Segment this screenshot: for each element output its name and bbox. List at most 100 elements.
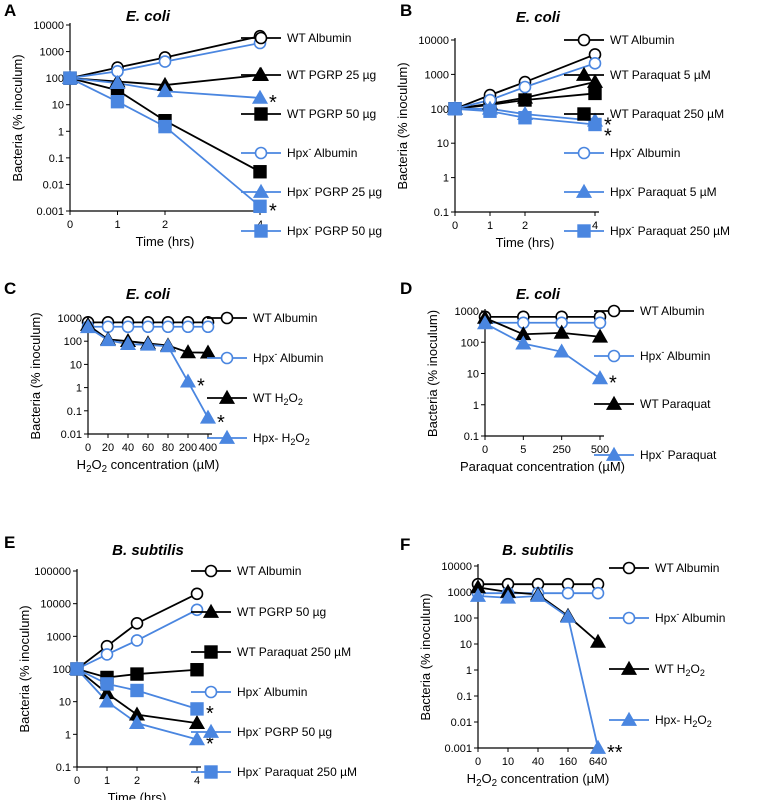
legend-marker bbox=[220, 351, 234, 365]
data-point-wt-paraquat-5-m bbox=[586, 73, 604, 88]
legend-marker bbox=[254, 146, 268, 160]
significance-marker: * bbox=[604, 125, 612, 147]
panel-f: F B. subtilis 0.001 0.01 0.1 1 10 100 1000 10000 0… bbox=[400, 535, 725, 789]
legend-marker bbox=[577, 33, 591, 47]
data-point-hpx-pgrp-50-g bbox=[110, 94, 125, 109]
x-tick-label: 250 bbox=[552, 444, 570, 456]
legend-label-hpx-h2o2: Hpx- H2O2 bbox=[253, 431, 310, 447]
x-tick-label: 4 bbox=[194, 775, 200, 787]
x-tick-label: 2 bbox=[134, 775, 140, 787]
series-line-hpx-albumin bbox=[76, 608, 198, 670]
legend-label-hpx-paraquat-250-m: Hpx- Paraquat 250 µM bbox=[237, 763, 357, 779]
y-tick-label: 0.1 bbox=[464, 431, 479, 443]
y-tick-label: 10 bbox=[70, 359, 82, 371]
data-point-hpx-h2o2 bbox=[469, 587, 487, 602]
data-point-wt-albumin bbox=[130, 617, 144, 630]
series-line-wt-albumin bbox=[69, 35, 261, 80]
legend-label-wt-albumin: WT Albumin bbox=[237, 564, 301, 578]
significance-marker: * bbox=[269, 92, 277, 114]
legend-label-hpx-albumin: Hpx- Albumin bbox=[610, 144, 680, 160]
legend-label-wt-pgrp-25-g: WT PGRP 25 µg bbox=[287, 68, 376, 82]
panel-letter: A bbox=[4, 1, 16, 20]
data-point-hpx-albumin bbox=[561, 586, 575, 600]
series-line-hpx-paraquat-250-m bbox=[76, 668, 198, 710]
y-tick-label: 1000 bbox=[448, 587, 472, 599]
x-tick-label: 60 bbox=[142, 442, 154, 454]
significance-marker: * bbox=[217, 412, 225, 434]
x-tick-label: 640 bbox=[589, 756, 607, 768]
y-tick-label: 100000 bbox=[34, 566, 71, 578]
data-point-hpx-h2o2 bbox=[179, 373, 197, 388]
x-tick-label: 200 bbox=[179, 442, 197, 454]
legend-marker bbox=[575, 66, 593, 81]
series-line-hpx-pgrp-25-g bbox=[69, 77, 261, 99]
data-point-hpx-pgrp-50-g bbox=[188, 731, 206, 746]
data-point-hpx-paraquat-250-m bbox=[70, 662, 84, 676]
panel-e: E B. subtilis 0.1 1 10 100 1000 10000 100000 0 1 2 4… bbox=[4, 533, 357, 800]
x-tick-label: 0 bbox=[67, 219, 73, 231]
significance-marker: * bbox=[604, 115, 612, 137]
y-axis-label: Bacteria (% inoculum) bbox=[10, 54, 25, 181]
legend-label-hpx-albumin: Hpx- Albumin bbox=[237, 683, 307, 699]
panel-title: E. coli bbox=[126, 8, 171, 25]
data-point-hpx-albumin bbox=[591, 586, 605, 600]
legend-marker bbox=[202, 723, 220, 738]
x-tick-label: 20 bbox=[102, 442, 114, 454]
y-tick-label: 0.1 bbox=[49, 153, 64, 165]
y-tick-label: 0.01 bbox=[61, 429, 82, 441]
legend-marker bbox=[202, 603, 220, 618]
y-tick-label: 10000 bbox=[40, 599, 71, 611]
panel-c: C E. coli 0.01 0.1 1 10 100 1000 0 20 40 60 80 200 400… bbox=[4, 279, 323, 475]
legend-marker bbox=[575, 183, 593, 198]
data-point-hpx-pgrp-50-g bbox=[158, 119, 172, 134]
x-tick-label: 500 bbox=[591, 444, 609, 456]
data-point-wt-albumin bbox=[190, 587, 204, 601]
data-point-wt-pgrp-50-g bbox=[188, 714, 206, 729]
significance-marker: * bbox=[206, 703, 214, 725]
y-tick-label: 0.1 bbox=[434, 207, 449, 219]
data-point-hpx-pgrp-50-g bbox=[128, 714, 146, 729]
y-tick-label: 100 bbox=[431, 104, 449, 116]
legend-marker bbox=[204, 765, 218, 779]
y-tick-label: 1 bbox=[473, 400, 479, 412]
legend-marker bbox=[254, 224, 268, 238]
data-point-hpx-albumin bbox=[201, 320, 215, 334]
x-tick-label: 0 bbox=[475, 756, 481, 768]
series-line-wt-albumin bbox=[454, 53, 596, 110]
data-point-wt-paraquat bbox=[591, 328, 609, 343]
y-axis-label: Bacteria (% inoculum) bbox=[17, 605, 32, 732]
data-point-hpx-albumin bbox=[161, 320, 175, 334]
x-tick-label: 4 bbox=[592, 220, 598, 232]
y-tick-label: 1000 bbox=[58, 313, 82, 325]
legend-label-wt-paraquat-250-m: WT Paraquat 250 µM bbox=[610, 107, 724, 121]
panel-d: D E. coli 0.1 1 10 100 1000 0 5 250 500 Paraquat co… bbox=[400, 279, 717, 474]
data-point-wt-paraquat-250-m bbox=[190, 663, 204, 677]
data-point-hpx-albumin bbox=[158, 55, 172, 68]
x-tick-label: 40 bbox=[532, 756, 544, 768]
data-point-hpx-albumin bbox=[593, 316, 607, 330]
data-point-wt-paraquat-250-m bbox=[518, 93, 532, 107]
y-tick-label: 1 bbox=[466, 665, 472, 677]
legend-label-wt-h2o2: WT H2O2 bbox=[655, 662, 705, 678]
panel-letter: B bbox=[400, 1, 412, 20]
data-point-hpx-albumin bbox=[121, 320, 135, 334]
legend-label-hpx-paraquat: Hpx- Paraquat bbox=[640, 446, 717, 462]
series-line-hpx-albumin bbox=[69, 42, 261, 80]
y-tick-label: 1000 bbox=[40, 47, 64, 59]
x-axis-label: Time (hrs) bbox=[108, 790, 167, 800]
data-point-hpx-paraquat-250-m bbox=[100, 677, 114, 691]
legend-marker bbox=[204, 564, 218, 578]
series-line-wt-pgrp-50-g bbox=[76, 668, 198, 725]
y-tick-label: 0.001 bbox=[36, 206, 64, 218]
panel-title: E. coli bbox=[126, 286, 171, 303]
series-line-hpx-paraquat-250-m bbox=[454, 107, 596, 126]
y-tick-label: 100 bbox=[461, 337, 479, 349]
data-point-wt-paraquat-250-m bbox=[130, 667, 144, 681]
significance-marker: * bbox=[609, 372, 617, 394]
data-point-hpx-paraquat bbox=[553, 343, 570, 358]
legend-label-wt-paraquat: WT Paraquat bbox=[640, 397, 711, 411]
x-tick-label: 1 bbox=[487, 220, 493, 232]
y-tick-label: 0.1 bbox=[67, 406, 82, 418]
x-axis-label: Time (hrs) bbox=[496, 235, 555, 250]
x-tick-label: 160 bbox=[559, 756, 577, 768]
